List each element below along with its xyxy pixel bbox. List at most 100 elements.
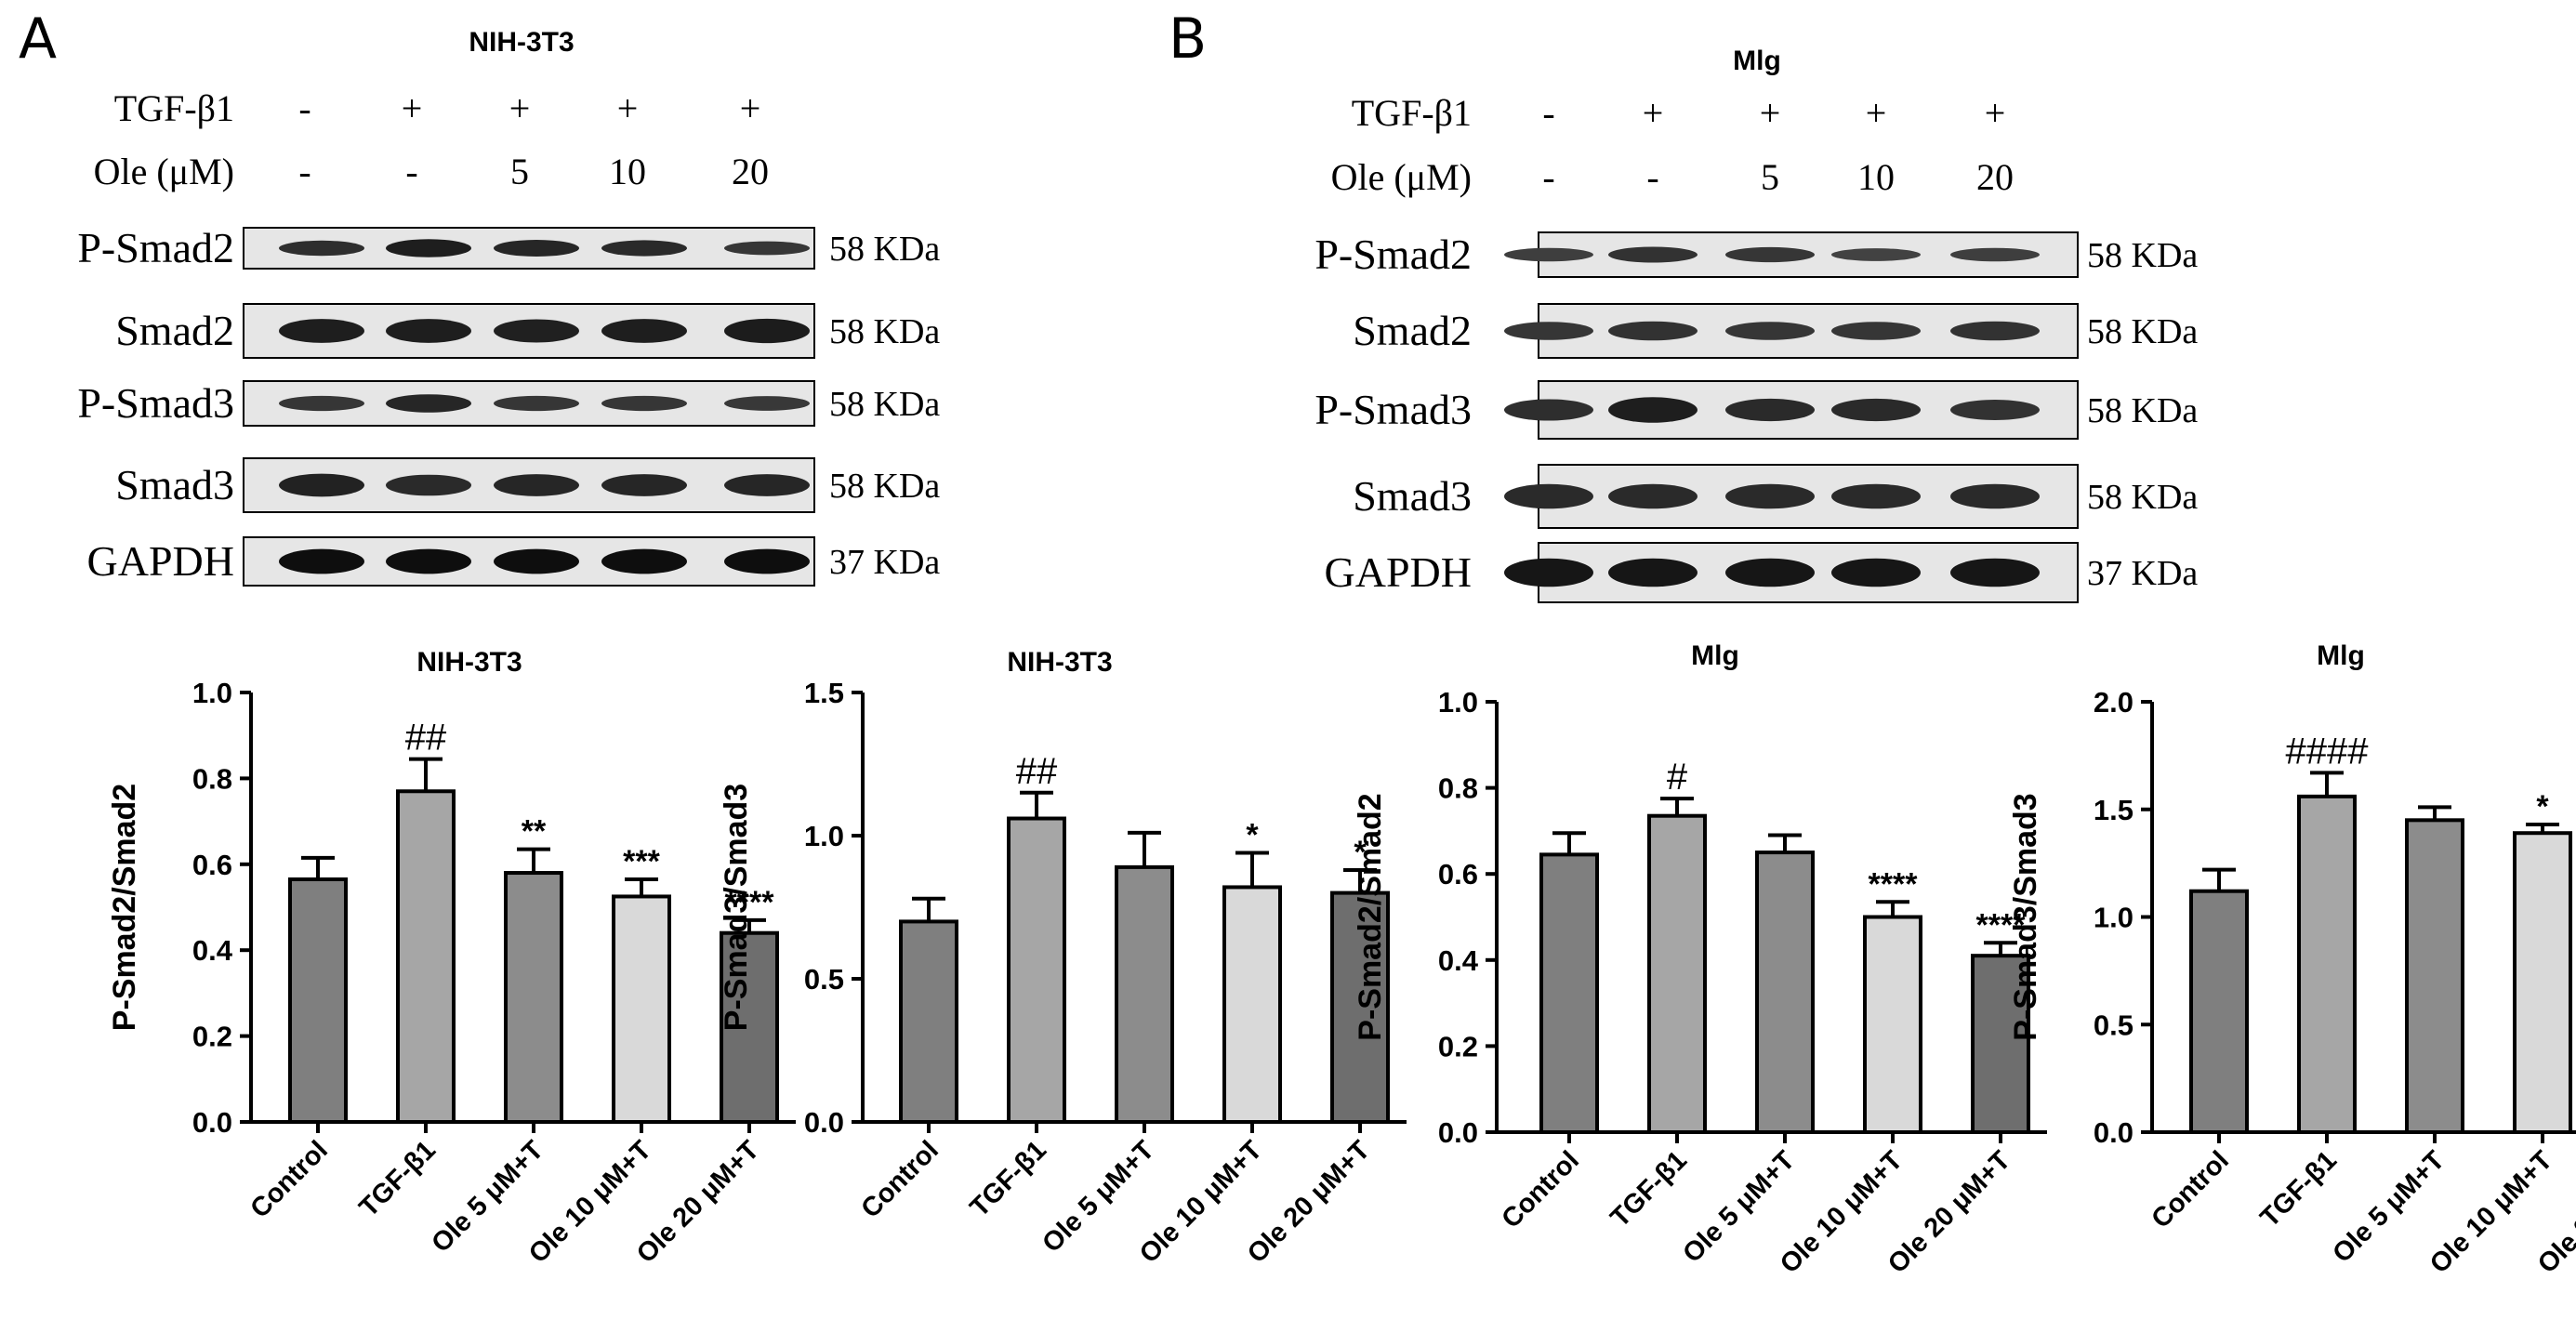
ole-lane-value: 5 — [1761, 156, 1779, 198]
blot-band — [494, 474, 579, 496]
ole-lane-value: 5 — [510, 151, 529, 192]
bar — [1539, 852, 1599, 1134]
tgf-row-label: TGF-β1 — [1352, 92, 1472, 134]
y-tick-label: 1.5 — [804, 677, 844, 709]
bar — [612, 894, 671, 1125]
protein-label: Smad2 — [1353, 307, 1472, 354]
tgf-lane-value: - — [298, 87, 310, 129]
bar — [1863, 915, 1922, 1134]
y-tick-label: 1.0 — [2094, 902, 2133, 934]
protein-label: GAPDH — [1325, 548, 1472, 596]
protein-label: Smad3 — [1353, 472, 1472, 520]
y-tick-label: 2.0 — [2094, 686, 2133, 719]
significance-marker: ## — [405, 718, 447, 758]
y-tick-label: 1.0 — [192, 677, 232, 709]
protein-label: Smad3 — [115, 461, 234, 508]
blot-row-gapdh: GAPDH 37 KDa — [1325, 542, 2198, 603]
blot-band — [279, 548, 364, 574]
ole-lane-value: 20 — [732, 151, 769, 192]
protein-label: P-Smad2 — [1314, 231, 1472, 278]
category-label: TGF-β1 — [965, 1135, 1052, 1222]
blot-band — [601, 319, 687, 343]
y-tick-label: 0.0 — [2094, 1116, 2133, 1149]
molecular-weight-label: 37 KDa — [829, 543, 940, 582]
tgf-lane-value: + — [1643, 92, 1664, 134]
significance-marker: # — [1667, 757, 1688, 798]
blot-band — [386, 394, 471, 413]
blot-band — [601, 240, 687, 257]
y-tick-label: 0.6 — [192, 849, 232, 881]
bar-chart-2: NIH-3T3 P-Smad3/Smad3 0.0 0.5 1.0 1.5 Control T… — [719, 647, 1407, 1269]
bar — [1971, 954, 2030, 1135]
blot-band — [1725, 322, 1815, 340]
y-axis-label: P-Smad3/Smad3 — [2008, 793, 2043, 1040]
bar — [1222, 885, 1282, 1124]
molecular-weight-label: 58 KDa — [829, 312, 940, 351]
bar — [720, 930, 779, 1124]
ole-lane-value: - — [1646, 156, 1658, 198]
significance-marker: * — [1354, 835, 1367, 870]
blot-band — [386, 548, 471, 574]
ole-lane-value: - — [1542, 156, 1554, 198]
significance-marker: **** — [1869, 866, 1919, 902]
bar-charts-layer: NIH-3T3 P-Smad2/Smad2 0.0 0.2 0.4 0.6 0.8 1.0 Co… — [107, 640, 2576, 1279]
y-tick-label: 1.0 — [1438, 686, 1478, 719]
bar — [288, 877, 348, 1124]
bar — [2189, 889, 2249, 1134]
significance-marker: ** — [522, 814, 547, 850]
blot-band — [724, 318, 810, 344]
panel-letter: B — [1169, 7, 1207, 72]
blot-panel-a: A NIH-3T3 TGF-β1 Ole (μM) - + + + + - - 5 10 20 P-Smad… — [19, 7, 940, 587]
y-axis-label: P-Smad2/Smad2 — [1353, 793, 1388, 1040]
y-tick-label: 1.0 — [804, 820, 844, 852]
western-blot-layer: A NIH-3T3 TGF-β1 Ole (μM) - + + + + - - 5 10 20 P-Smad… — [19, 7, 2198, 603]
category-label: TGF-β1 — [354, 1135, 442, 1222]
blot-band — [1950, 558, 2040, 587]
y-tick-label: 0.5 — [2094, 1009, 2133, 1041]
blot-row-p-smad2: P-Smad2 58 KDa — [1314, 231, 2198, 278]
blot-band — [1504, 399, 1593, 421]
blot-band — [1608, 321, 1698, 341]
y-tick-label: 0.0 — [1438, 1116, 1478, 1149]
blot-band — [1831, 558, 1921, 587]
y-axis-label: P-Smad2/Smad2 — [107, 784, 142, 1031]
blot-band — [279, 395, 364, 412]
blot-band — [494, 395, 579, 412]
bar — [2513, 831, 2572, 1135]
molecular-weight-label: 58 KDa — [2087, 312, 2198, 351]
blot-band — [1831, 248, 1921, 261]
blot-band — [386, 319, 471, 343]
significance-marker: * — [2536, 789, 2549, 824]
category-label: Control — [2146, 1145, 2235, 1234]
molecular-weight-label: 58 KDa — [2087, 391, 2198, 430]
blot-panel-b: B Mlg TGF-β1 Ole (μM) - + + + + - - 5 10 20 P-Smad2 58 … — [1169, 7, 2198, 603]
category-label: TGF-β1 — [2255, 1145, 2343, 1233]
category-label: Control — [1496, 1145, 1585, 1234]
blot-row-p-smad2: P-Smad2 58 KDa — [77, 224, 940, 271]
y-tick-label: 0.8 — [192, 762, 232, 795]
blot-band — [494, 548, 579, 574]
blot-band — [1725, 398, 1815, 422]
blot-title: NIH-3T3 — [469, 27, 574, 58]
blot-band — [724, 241, 810, 256]
blot-row-smad3: Smad3 58 KDa — [115, 457, 940, 513]
y-tick-label: 1.5 — [2094, 794, 2133, 826]
panel-letter: A — [19, 7, 57, 72]
bar — [899, 919, 958, 1125]
tgf-lane-value: + — [1866, 92, 1887, 134]
blot-band — [1608, 246, 1698, 263]
blot-band — [1725, 483, 1815, 509]
ole-row-label: Ole (μM) — [1331, 156, 1472, 198]
blot-band — [1725, 558, 1815, 587]
bar — [1115, 864, 1174, 1124]
blot-band — [494, 240, 579, 257]
blot-row-gapdh: GAPDH 37 KDa — [87, 536, 940, 587]
y-tick-label: 0.5 — [804, 963, 844, 996]
y-tick-label: 0.2 — [192, 1021, 232, 1053]
tgf-lane-value: + — [1985, 92, 2006, 134]
blot-band — [1504, 483, 1593, 509]
y-axis-label: P-Smad3/Smad3 — [719, 784, 754, 1031]
bar — [1755, 851, 1815, 1134]
bar — [504, 871, 563, 1124]
significance-marker: *** — [623, 844, 660, 879]
